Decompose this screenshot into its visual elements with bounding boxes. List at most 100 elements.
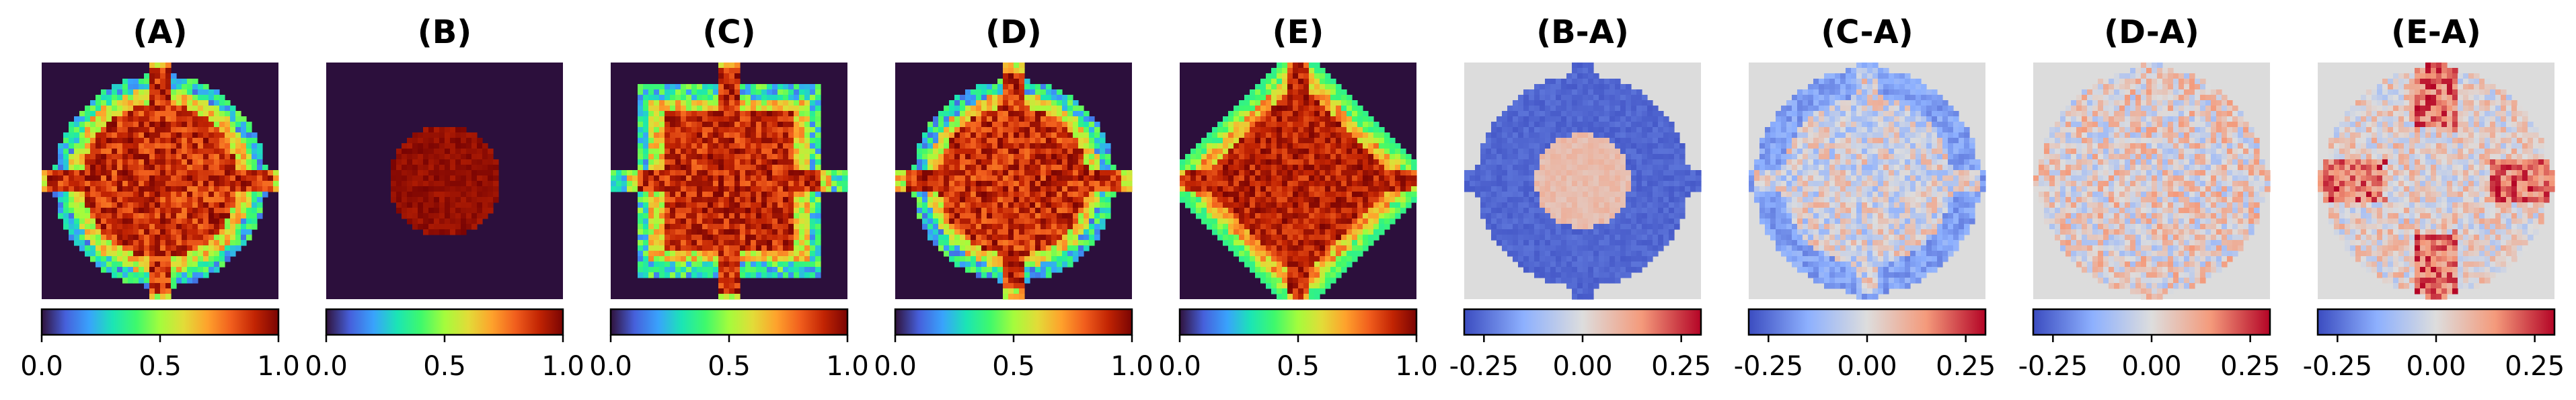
heatmap-cell: [139, 143, 145, 149]
heatmap-cell: [1078, 197, 1084, 203]
heatmap-cell: [1325, 170, 1331, 176]
heatmap-cell: [225, 197, 231, 203]
heatmap-cell: [1046, 251, 1052, 257]
heatmap-cell: [981, 256, 987, 262]
heatmap-cell: [713, 154, 719, 160]
heatmap-cell: [729, 111, 735, 117]
heatmap-cell: [139, 229, 145, 235]
heatmap-cell: [708, 229, 714, 235]
heatmap-cell: [209, 202, 215, 208]
heatmap-cell: [209, 143, 215, 149]
heatmap-cell: [171, 127, 177, 133]
heatmap-cell: [917, 170, 923, 176]
heatmap-cell: [965, 89, 971, 95]
heatmap-cell: [149, 89, 155, 95]
heatmap-cell: [128, 127, 134, 133]
heatmap-cell: [1298, 208, 1304, 214]
heatmap-cell: [1271, 143, 1277, 149]
heatmap-cell: [144, 186, 150, 192]
heatmap-cell: [69, 208, 75, 214]
heatmap-cell: [192, 272, 198, 278]
heatmap-cell: [225, 132, 231, 138]
heatmap-cell: [1003, 278, 1009, 284]
heatmap-cell: [1282, 132, 1288, 138]
heatmap-cell: [461, 175, 467, 182]
heatmap-cell: [418, 138, 424, 144]
heatmap-cell: [79, 181, 85, 187]
heatmap-cell: [1067, 154, 1073, 160]
heatmap-cell: [149, 95, 155, 101]
heatmap-cell: [778, 170, 784, 176]
heatmap-cell: [718, 294, 724, 300]
heatmap-cell: [1255, 154, 1261, 160]
heatmap-cell: [176, 175, 182, 182]
heatmap-cell: [428, 192, 434, 198]
heatmap-cell: [987, 229, 993, 235]
heatmap-cell: [1255, 186, 1261, 192]
heatmap-cell: [1228, 165, 1234, 171]
heatmap-cell: [815, 84, 821, 90]
heatmap-cell: [1089, 175, 1095, 182]
heatmap-cell: [718, 202, 724, 208]
heatmap-cell: [788, 267, 794, 273]
heatmap-cell: [665, 186, 671, 192]
heatmap-cell: [987, 197, 993, 203]
heatmap-cell: [794, 127, 800, 133]
heatmap-cell: [778, 229, 784, 235]
heatmap-cell: [192, 197, 198, 203]
heatmap-cell: [1089, 132, 1095, 138]
heatmap-cell: [192, 122, 198, 128]
heatmap-cell: [1019, 197, 1025, 203]
heatmap-cell: [214, 132, 220, 138]
heatmap-cell: [778, 132, 784, 138]
heatmap-cell: [648, 229, 654, 235]
heatmap-cell: [965, 95, 971, 101]
heatmap-cell: [1212, 170, 1218, 176]
heatmap-cell: [691, 143, 697, 149]
heatmap-cell: [96, 224, 102, 230]
heatmap-cell: [1303, 192, 1310, 198]
heatmap-cell: [654, 229, 660, 235]
heatmap-cell: [1239, 122, 1245, 128]
heatmap-cell: [1223, 165, 1229, 171]
heatmap-cell: [976, 89, 982, 95]
heatmap-cell: [788, 138, 794, 144]
heatmap-cell: [826, 181, 832, 187]
heatmap-cell: [257, 181, 263, 187]
heatmap-cell: [230, 192, 236, 198]
heatmap-cell: [144, 262, 150, 268]
heatmap-cell: [917, 181, 923, 187]
heatmap-cell: [1298, 122, 1304, 128]
heatmap-cell: [659, 202, 665, 208]
heatmap-cell: [209, 122, 215, 128]
heatmap-cell: [756, 213, 762, 219]
heatmap-cell: [423, 127, 429, 133]
heatmap-cell: [815, 251, 821, 257]
heatmap-cell: [241, 229, 247, 235]
heatmap-cell: [466, 192, 472, 198]
heatmap-cell: [745, 165, 751, 171]
heatmap-cell: [708, 127, 714, 133]
heatmap-cell: [643, 262, 649, 268]
heatmap-cell: [1019, 278, 1025, 284]
heatmap-cell: [182, 116, 188, 122]
heatmap-cell: [1260, 170, 1266, 176]
heatmap-cell: [1287, 181, 1293, 187]
heatmap-cell: [74, 154, 80, 160]
heatmap-cell: [713, 197, 719, 203]
heatmap-cell: [1024, 143, 1030, 149]
heatmap-cell: [471, 224, 478, 230]
heatmap-cell: [734, 272, 741, 278]
heatmap-cell: [681, 208, 687, 214]
heatmap-cell: [471, 165, 478, 171]
heatmap-cell: [230, 132, 236, 138]
heatmap-cell: [761, 245, 767, 251]
heatmap-cell: [1406, 154, 1412, 160]
heatmap-cell: [160, 149, 166, 155]
heatmap-cell: [1057, 186, 1063, 192]
heatmap-cell: [1271, 192, 1277, 198]
heatmap-cell: [1234, 175, 1240, 182]
heatmap-cell: [686, 122, 692, 128]
heatmap-cell: [1400, 154, 1406, 160]
heatmap-cell: [992, 149, 998, 155]
